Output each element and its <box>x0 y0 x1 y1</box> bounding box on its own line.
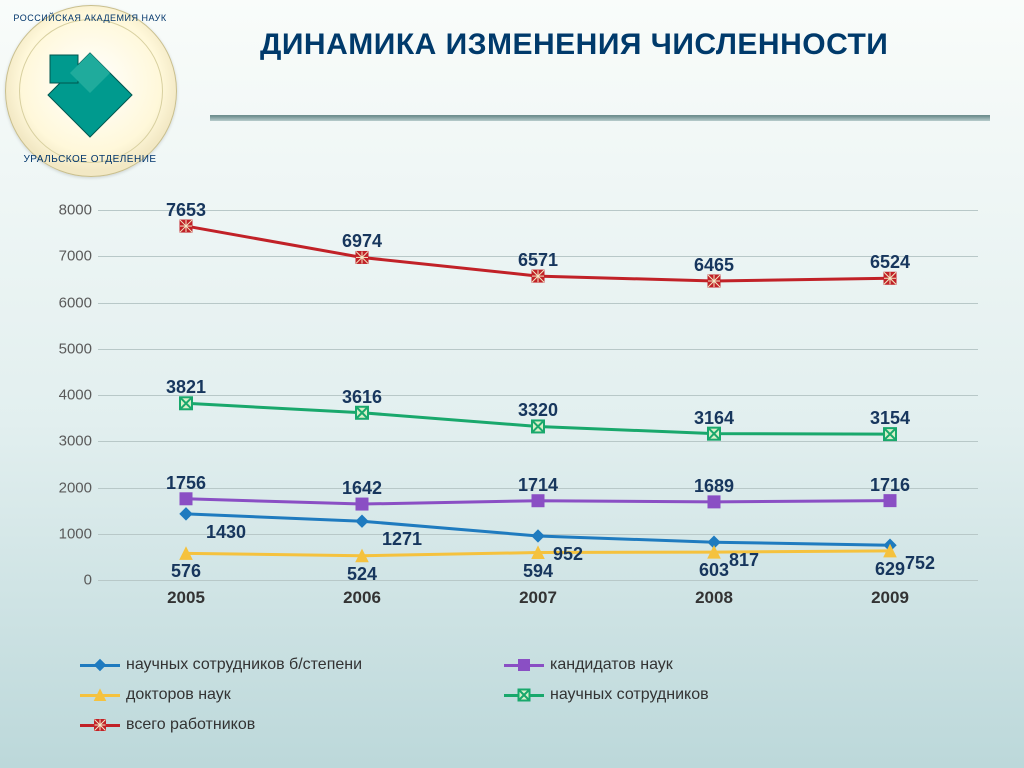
org-logo: РОССИЙСКАЯ АКАДЕМИЯ НАУК УРАЛЬСКОЕ ОТДЕЛ… <box>5 5 175 175</box>
data-label: 576 <box>171 561 201 582</box>
page-title: ДИНАМИКА ИЗМЕНЕНИЯ ЧИСЛЕННОСТИ <box>260 28 888 62</box>
logo-bottom-text: УРАЛЬСКОЕ ОТДЕЛЕНИЕ <box>5 154 175 165</box>
chart-legend: научных сотрудников б/степени кандидатов … <box>80 650 960 740</box>
legend-item: докторов наук <box>80 686 480 704</box>
data-label: 1689 <box>694 476 734 497</box>
x-tick-label: 2007 <box>519 588 557 608</box>
legend-label: всего работников <box>126 716 255 734</box>
x-tick-label: 2009 <box>871 588 909 608</box>
y-tick-label: 8000 <box>46 202 92 219</box>
logo-top-text: РОССИЙСКАЯ АКАДЕМИЯ НАУК <box>5 13 175 23</box>
data-label: 6524 <box>870 252 910 273</box>
x-tick-label: 2005 <box>167 588 205 608</box>
data-label: 1430 <box>206 522 246 543</box>
data-label: 952 <box>553 544 583 565</box>
data-label: 524 <box>347 564 377 585</box>
x-tick-label: 2008 <box>695 588 733 608</box>
data-label: 6465 <box>694 255 734 276</box>
legend-item: кандидатов наук <box>504 656 673 674</box>
data-label: 1271 <box>382 529 422 550</box>
data-label: 629 <box>875 559 905 580</box>
headcount-chart: 0 1000 2000 3000 4000 5000 6000 7000 8000 2005 200… <box>40 200 1000 620</box>
legend-label: научных сотрудников <box>550 686 709 704</box>
data-label: 594 <box>523 561 553 582</box>
y-tick-label: 2000 <box>46 479 92 496</box>
legend-label: научных сотрудников б/степени <box>126 656 362 674</box>
data-label: 1716 <box>870 475 910 496</box>
y-tick-label: 7000 <box>46 248 92 265</box>
y-tick-label: 1000 <box>46 525 92 542</box>
y-tick-label: 0 <box>46 572 92 589</box>
legend-label: докторов наук <box>126 686 231 704</box>
data-label: 603 <box>699 560 729 581</box>
y-tick-label: 6000 <box>46 294 92 311</box>
data-label: 817 <box>729 550 759 571</box>
legend-item: научных сотрудников б/степени <box>80 656 480 674</box>
data-label: 1642 <box>342 478 382 499</box>
data-label: 1714 <box>518 475 558 496</box>
data-label: 7653 <box>166 200 206 221</box>
title-rule <box>210 115 990 123</box>
legend-item: всего работников <box>80 716 480 734</box>
legend-item: научных сотрудников <box>504 686 709 704</box>
data-label: 6974 <box>342 231 382 252</box>
y-tick-label: 4000 <box>46 387 92 404</box>
legend-label: кандидатов наук <box>550 656 673 674</box>
x-tick-label: 2006 <box>343 588 381 608</box>
y-tick-label: 3000 <box>46 433 92 450</box>
data-label: 3164 <box>694 408 734 429</box>
data-label: 752 <box>905 553 935 574</box>
data-label: 3154 <box>870 408 910 429</box>
data-label: 3320 <box>518 400 558 421</box>
y-tick-label: 5000 <box>46 340 92 357</box>
data-label: 6571 <box>518 250 558 271</box>
data-label: 1756 <box>166 473 206 494</box>
logo-mark-icon <box>40 45 140 145</box>
data-label: 3616 <box>342 387 382 408</box>
data-label: 3821 <box>166 377 206 398</box>
